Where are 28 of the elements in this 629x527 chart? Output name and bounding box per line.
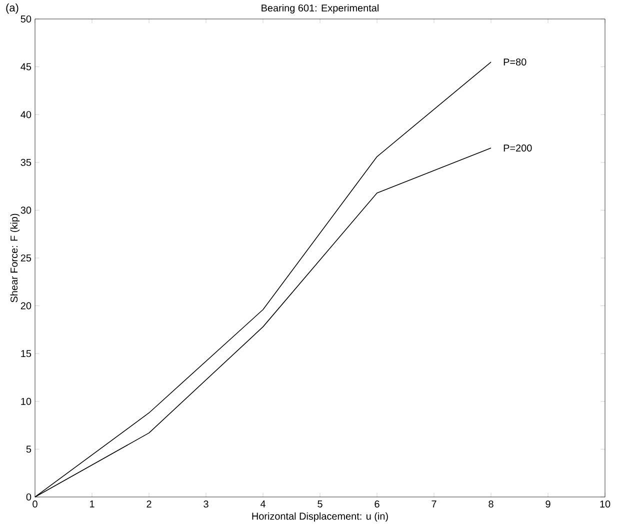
- x-tick-label: 4: [260, 500, 266, 508]
- y-tick-label: 5: [26, 446, 32, 453]
- y-tick-label: 35: [20, 158, 32, 166]
- x-tick-label: 7: [432, 500, 436, 508]
- y-tick-label: 20: [20, 302, 32, 310]
- series-label: P=200: [504, 144, 532, 152]
- y-tick-label: 0: [26, 493, 32, 501]
- x-tick-label: 1: [90, 500, 94, 508]
- x-tick-label: 8: [488, 500, 494, 508]
- chart-title: Bearing 601: Experimental: [262, 4, 378, 14]
- x-tick-label: 10: [600, 500, 610, 508]
- x-tick-label: 9: [546, 500, 550, 508]
- x-tick-label: 6: [374, 500, 380, 508]
- y-tick-label: 25: [20, 254, 32, 262]
- series-label: P=80: [504, 58, 526, 66]
- y-tick-label: 45: [20, 63, 32, 70]
- y-tick-label: 40: [20, 111, 32, 118]
- x-tick-label: 2: [146, 500, 152, 508]
- text: (a): [6, 4, 18, 14]
- x-tick-label: 3: [204, 500, 208, 508]
- x-tick-label: 0: [32, 500, 38, 508]
- y-tick-label: 10: [21, 398, 32, 405]
- y-tick-label: 50: [20, 15, 32, 23]
- y-tick-label: 15: [21, 350, 32, 358]
- x-tick-label: 5: [318, 500, 322, 508]
- x-axis-title: Horizontal Displacement: u (in): [252, 512, 388, 522]
- y-tick-label: 30: [20, 206, 32, 214]
- y-axis-title: Shear Force: F (kip): [10, 214, 20, 302]
